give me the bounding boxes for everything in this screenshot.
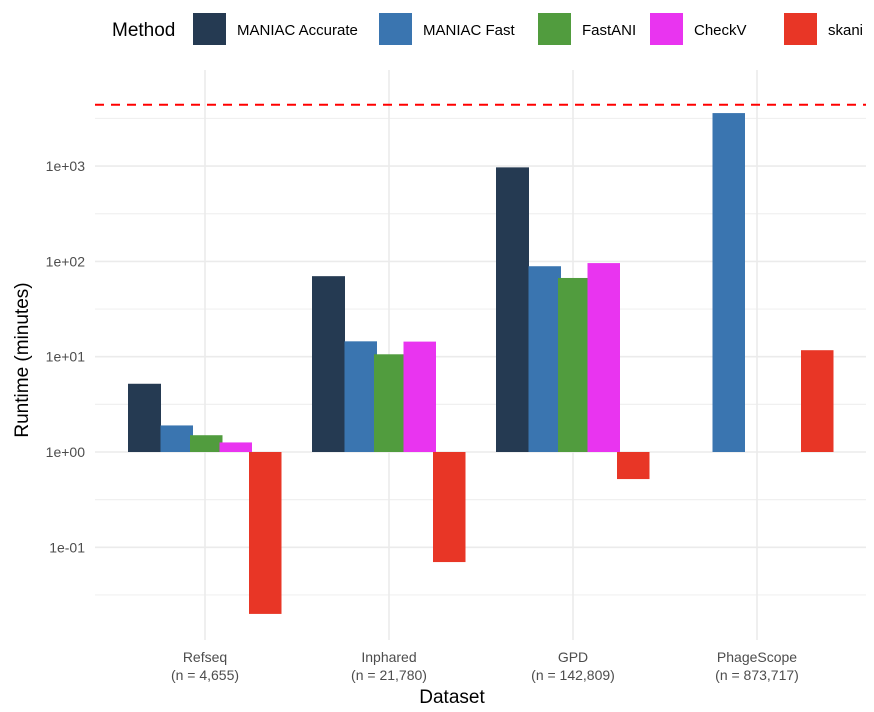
bar-maniac-fast-inphared <box>344 341 377 452</box>
bar-skani-refseq <box>249 452 282 614</box>
y-tick-label: 1e-01 <box>49 539 85 555</box>
x-axis-ticks: Refseq (n = 4,655) Inphared (n = 21,780) GPD… <box>171 649 799 683</box>
bar-maniac-fast-gpd <box>528 266 561 452</box>
x-tick-sublabel: (n = 873,717) <box>715 667 799 683</box>
y-tick-label: 1e+03 <box>46 158 86 174</box>
legend-label: MANIAC Accurate <box>237 22 358 39</box>
x-tick-label: Refseq <box>183 649 227 665</box>
legend-key-maniac-accurate <box>193 13 226 45</box>
legend-key-fastani <box>538 13 571 45</box>
legend-label: CheckV <box>694 22 747 39</box>
x-tick-label: Inphared <box>361 649 416 665</box>
bar-maniac-accurate-inphared <box>312 276 345 452</box>
x-tick-label: PhageScope <box>717 649 797 665</box>
legend-label: FastANI <box>582 22 636 39</box>
bars <box>128 113 834 614</box>
bar-maniac-fast-phagescope <box>712 113 745 452</box>
x-tick-sublabel: (n = 4,655) <box>171 667 239 683</box>
legend-key-skani <box>784 13 817 45</box>
bar-checkv-refseq <box>219 442 252 452</box>
y-axis-title: Runtime (minutes) <box>12 282 33 437</box>
bar-checkv-inphared <box>403 341 436 452</box>
y-tick-label: 1e+00 <box>46 444 86 460</box>
bar-fastani-gpd <box>558 277 591 452</box>
legend-key-checkv <box>650 13 683 45</box>
bar-maniac-accurate-refseq <box>128 383 161 452</box>
y-tick-label: 1e+02 <box>46 253 86 269</box>
y-tick-label: 1e+01 <box>46 349 86 365</box>
legend-label: skani <box>828 22 863 39</box>
legend: Method MANIAC Accurate MANIAC Fast FastANI… <box>112 13 863 45</box>
bar-skani-phagescope <box>801 350 834 452</box>
bar-fastani-refseq <box>190 435 223 452</box>
bar-skani-gpd <box>617 452 650 480</box>
bar-skani-inphared <box>433 452 466 563</box>
bar-checkv-gpd <box>587 263 620 452</box>
x-tick-sublabel: (n = 142,809) <box>531 667 615 683</box>
grid <box>95 70 866 640</box>
x-tick-label: GPD <box>558 649 588 665</box>
legend-key-maniac-fast <box>379 13 412 45</box>
legend-label: MANIAC Fast <box>423 22 516 39</box>
bar-maniac-accurate-gpd <box>496 167 529 452</box>
legend-title: Method <box>112 20 175 41</box>
bar-fastani-inphared <box>374 354 407 452</box>
y-axis-ticks: 1e-01 1e+00 1e+01 1e+02 1e+03 <box>46 158 86 555</box>
x-axis-title: Dataset <box>419 687 485 708</box>
x-tick-sublabel: (n = 21,780) <box>351 667 427 683</box>
bar-maniac-fast-refseq <box>160 425 193 452</box>
